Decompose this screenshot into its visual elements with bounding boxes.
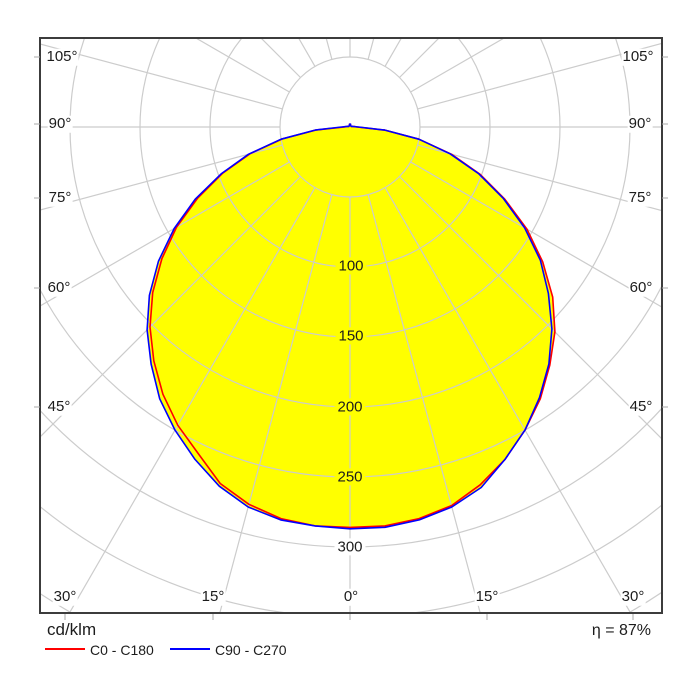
angle-label-bottom-15-right: 15° xyxy=(474,587,500,606)
angle-label-left-75: 75° xyxy=(47,188,73,207)
unit-label: cd/klm xyxy=(47,620,97,639)
angle-label-bottom-30-right: 30° xyxy=(620,587,646,606)
angle-label-bottom-15-left: 15° xyxy=(200,587,226,606)
angle-label-right-45: 45° xyxy=(628,397,654,416)
legend-label-c0-c180: C0 - C180 xyxy=(90,642,154,658)
intensity-curves xyxy=(146,123,556,530)
angle-label-right-60: 60° xyxy=(628,278,654,297)
angle-label-right-90: 90° xyxy=(627,114,653,133)
ring-label-150: 150 xyxy=(335,327,367,345)
axis-ticks xyxy=(34,56,668,620)
angle-label-bottom-30-left: 30° xyxy=(52,587,78,606)
angle-label-left-105: 105° xyxy=(45,47,79,66)
angle-label-left-45: 45° xyxy=(46,397,72,416)
ring-label-100: 100 xyxy=(335,257,367,275)
ring-label-250: 250 xyxy=(334,468,366,486)
angle-label-right-75: 75° xyxy=(627,188,653,207)
legend-line-c90-c270 xyxy=(170,648,210,650)
angle-label-left-90: 90° xyxy=(47,114,73,133)
legend-line-c0-c180 xyxy=(45,648,85,650)
angle-label-bottom-0: 0° xyxy=(342,587,360,606)
angle-label-right-105: 105° xyxy=(621,47,655,66)
plot-border xyxy=(39,37,663,614)
ring-label-200: 200 xyxy=(334,398,366,416)
angle-label-left-60: 60° xyxy=(46,278,72,297)
ring-label-300: 300 xyxy=(334,538,366,556)
legend-label-c90-c270: C90 - C270 xyxy=(215,642,287,658)
efficiency-label: η = 87% xyxy=(591,622,651,639)
